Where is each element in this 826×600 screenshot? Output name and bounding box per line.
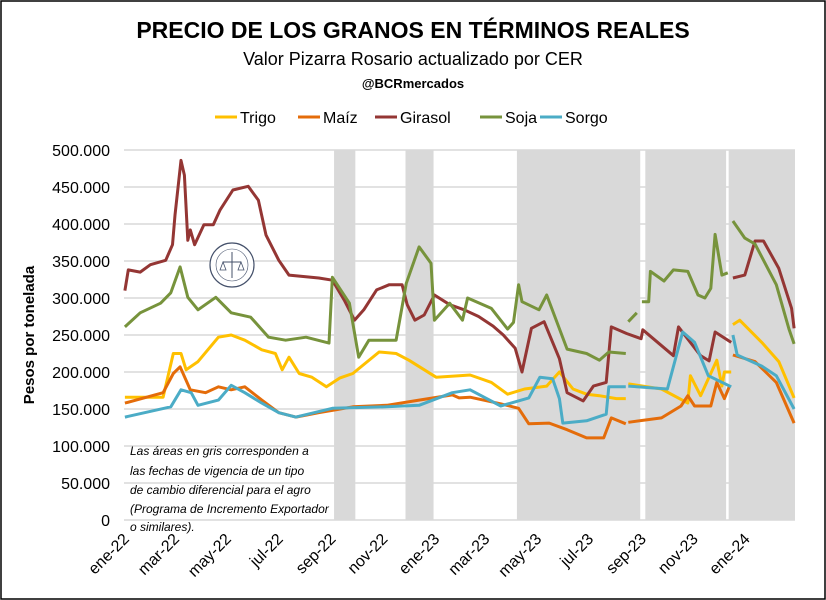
y-tick-label: 400.000 bbox=[52, 217, 110, 234]
gridlines bbox=[124, 149, 795, 521]
legend-item: Girasol bbox=[375, 110, 451, 127]
annotation-line: o similares). bbox=[130, 520, 195, 534]
y-tick-label: 100.000 bbox=[52, 439, 110, 456]
legend: Trigo Maíz Girasol Soja Sorgo bbox=[215, 110, 608, 127]
bcr-logo-seal bbox=[209, 242, 255, 288]
y-tick-label: 350.000 bbox=[52, 254, 110, 271]
y-tick-label: 150.000 bbox=[52, 402, 110, 419]
series-lines bbox=[123, 158, 796, 440]
source-handle: @BCRmercados bbox=[362, 76, 464, 91]
annotation-line: Las áreas en gris corresponden a bbox=[130, 444, 309, 458]
legend-label: Soja bbox=[505, 110, 537, 127]
chart-title: PRECIO DE LOS GRANOS EN TÉRMINOS REALES bbox=[136, 16, 689, 43]
y-tick-label: 50.000 bbox=[61, 476, 110, 493]
y-axis-label: Pesos por tonelada bbox=[21, 265, 38, 404]
y-tick-label: 450.000 bbox=[52, 180, 110, 197]
annotation-note: Las áreas en gris corresponden a las fech… bbox=[130, 444, 330, 534]
y-tick-label: 250.000 bbox=[52, 328, 110, 345]
y-tick-label: 0 bbox=[101, 513, 110, 530]
annotation-line: las fechas de vigencia de un tipo bbox=[130, 464, 304, 478]
legend-label: Sorgo bbox=[565, 110, 608, 127]
legend-label: Girasol bbox=[400, 110, 451, 127]
series-line-sorgo bbox=[124, 330, 796, 425]
chart-subtitle: Valor Pizarra Rosario actualizado por CE… bbox=[243, 49, 583, 69]
legend-item: Trigo bbox=[215, 110, 276, 127]
legend-item: Sorgo bbox=[540, 110, 608, 127]
annotation-line: de cambio diferencial para el agro bbox=[130, 483, 311, 497]
y-tick-label: 500.000 bbox=[52, 143, 110, 160]
y-axis-ticks: 0 50.000 100.000 150.000 200.000 250.000 300.0… bbox=[52, 143, 110, 530]
annotation-line: (Programa de Incremento Exportador bbox=[130, 502, 330, 516]
legend-label: Trigo bbox=[240, 110, 276, 127]
legend-item: Soja bbox=[480, 110, 537, 127]
series-line-girasol bbox=[123, 158, 796, 403]
legend-item: Maíz bbox=[298, 110, 358, 127]
y-tick-label: 200.000 bbox=[52, 365, 110, 382]
series-line-soja bbox=[123, 220, 796, 362]
legend-label: Maíz bbox=[323, 110, 358, 127]
y-tick-label: 300.000 bbox=[52, 291, 110, 308]
